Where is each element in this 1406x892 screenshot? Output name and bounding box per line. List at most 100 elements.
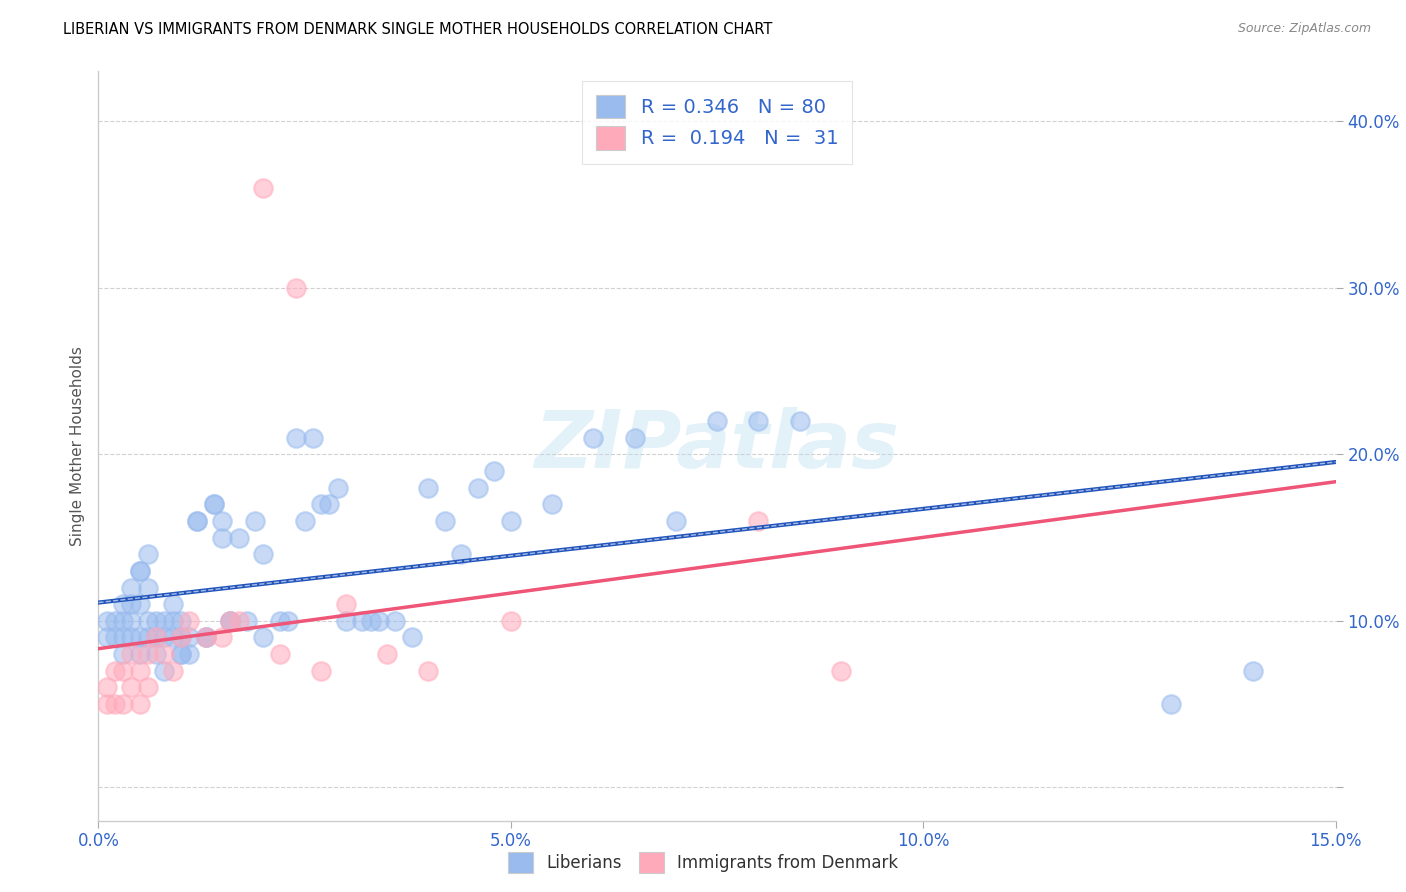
Point [136, 647, 159, 661]
Point [499, 514, 522, 528]
Point [309, 497, 332, 511]
Point [120, 581, 142, 595]
Point [96, 681, 118, 695]
Point [384, 614, 406, 628]
Point [128, 564, 150, 578]
Point [170, 614, 193, 628]
Point [179, 614, 201, 628]
Point [104, 631, 127, 645]
Point [186, 514, 208, 528]
Point [623, 431, 645, 445]
Point [484, 464, 506, 478]
Point [467, 481, 489, 495]
Point [136, 631, 159, 645]
Point [499, 614, 522, 628]
Point [136, 547, 159, 561]
Point [128, 697, 150, 711]
Point [269, 647, 291, 661]
Point [112, 597, 135, 611]
Point [747, 414, 769, 428]
Point [112, 647, 135, 661]
Y-axis label: Single Mother Households: Single Mother Households [69, 346, 84, 546]
Point [252, 181, 274, 195]
Point [145, 631, 167, 645]
Point [186, 514, 208, 528]
Point [211, 631, 233, 645]
Point [211, 514, 233, 528]
Point [352, 614, 374, 628]
Point [706, 414, 728, 428]
Point [170, 631, 193, 645]
Point [128, 664, 150, 678]
Point [228, 531, 250, 545]
Point [162, 631, 184, 645]
Point [128, 647, 150, 661]
Point [104, 697, 127, 711]
Point [211, 531, 233, 545]
Point [747, 514, 769, 528]
Point [120, 597, 142, 611]
Point [269, 614, 291, 628]
Point [335, 614, 357, 628]
Point [104, 614, 127, 628]
Legend: Liberians, Immigrants from Denmark: Liberians, Immigrants from Denmark [502, 846, 904, 880]
Point [96, 697, 118, 711]
Point [219, 614, 242, 628]
Point [541, 497, 564, 511]
Point [665, 514, 688, 528]
Point [360, 614, 382, 628]
Point [202, 497, 225, 511]
Point [236, 614, 259, 628]
Point [243, 514, 266, 528]
Point [194, 631, 217, 645]
Point [582, 431, 605, 445]
Point [145, 631, 167, 645]
Point [375, 647, 398, 661]
Point [136, 614, 159, 628]
Point [136, 681, 159, 695]
Point [285, 431, 308, 445]
Point [285, 281, 308, 295]
Point [302, 431, 325, 445]
Point [252, 631, 274, 645]
Point [112, 631, 135, 645]
Point [326, 481, 349, 495]
Point [418, 481, 440, 495]
Point [433, 514, 456, 528]
Point [367, 614, 389, 628]
Text: LIBERIAN VS IMMIGRANTS FROM DENMARK SINGLE MOTHER HOUSEHOLDS CORRELATION CHART: LIBERIAN VS IMMIGRANTS FROM DENMARK SING… [63, 22, 773, 37]
Point [401, 631, 423, 645]
Point [104, 664, 127, 678]
Point [153, 614, 176, 628]
Point [145, 647, 167, 661]
Point [789, 414, 811, 428]
Point [309, 664, 332, 678]
Point [179, 647, 201, 661]
Point [153, 631, 176, 645]
Point [219, 614, 242, 628]
Point [418, 664, 440, 678]
Point [335, 597, 357, 611]
Point [112, 697, 135, 711]
Point [120, 647, 142, 661]
Point [1160, 697, 1182, 711]
Point [162, 614, 184, 628]
Point [228, 614, 250, 628]
Point [120, 681, 142, 695]
Point [252, 547, 274, 561]
Point [128, 564, 150, 578]
Point [120, 631, 142, 645]
Point [96, 631, 118, 645]
Point [170, 631, 193, 645]
Point [170, 647, 193, 661]
Point [162, 597, 184, 611]
Point [179, 631, 201, 645]
Point [1241, 664, 1264, 678]
Point [112, 664, 135, 678]
Point [450, 547, 472, 561]
Point [318, 497, 340, 511]
Point [294, 514, 316, 528]
Point [162, 664, 184, 678]
Text: Source: ZipAtlas.com: Source: ZipAtlas.com [1237, 22, 1371, 36]
Point [112, 614, 135, 628]
